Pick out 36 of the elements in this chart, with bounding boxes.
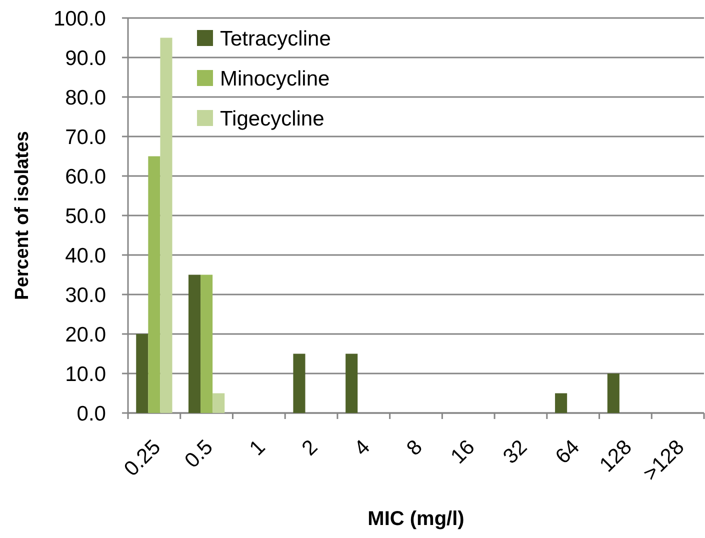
x-tick-label: 64	[551, 435, 584, 468]
x-tick-label: 1	[245, 436, 270, 460]
y-tick-label: 0.0	[76, 402, 106, 426]
y-tick-label: 10.0	[65, 363, 106, 386]
x-tick-label: 0.5	[180, 436, 218, 473]
y-tick-label: 80.0	[65, 86, 106, 110]
legend-label: Minocycline	[220, 68, 330, 91]
y-tick-label: 20.0	[65, 324, 106, 347]
y-tick-label: 70.0	[65, 126, 106, 150]
y-tick-label: 100.0	[53, 8, 106, 31]
y-tick-label: 40.0	[65, 244, 106, 268]
legend-label: Tigecycline	[220, 108, 324, 131]
x-tick-label: 16	[446, 436, 480, 468]
y-tick-label: 90.0	[65, 47, 106, 70]
bar	[293, 354, 306, 413]
x-tick-label: 32	[498, 436, 532, 468]
bar	[200, 274, 213, 413]
bar	[346, 354, 358, 413]
x-tick-label: 0.25	[120, 436, 166, 481]
x-tick-label: 2	[298, 436, 322, 460]
bar	[160, 38, 172, 413]
x-axis-title: MIC (mg/l)	[368, 508, 464, 530]
y-tick-label: 30.0	[65, 284, 106, 308]
y-tick-label: 50.0	[65, 205, 106, 228]
x-tick-label: 128	[595, 436, 636, 477]
x-tick-label: 8	[402, 436, 427, 460]
bar	[212, 393, 225, 413]
bar	[188, 274, 201, 413]
y-tick-label: 60.0	[65, 166, 106, 189]
bar	[148, 156, 160, 413]
bar	[607, 374, 620, 413]
bar	[555, 393, 568, 413]
x-tick-label: 4	[350, 435, 375, 460]
bar	[136, 334, 148, 413]
legend-label: Tetracycline	[220, 28, 331, 51]
y-axis-title: Percent of isolates	[12, 131, 33, 300]
